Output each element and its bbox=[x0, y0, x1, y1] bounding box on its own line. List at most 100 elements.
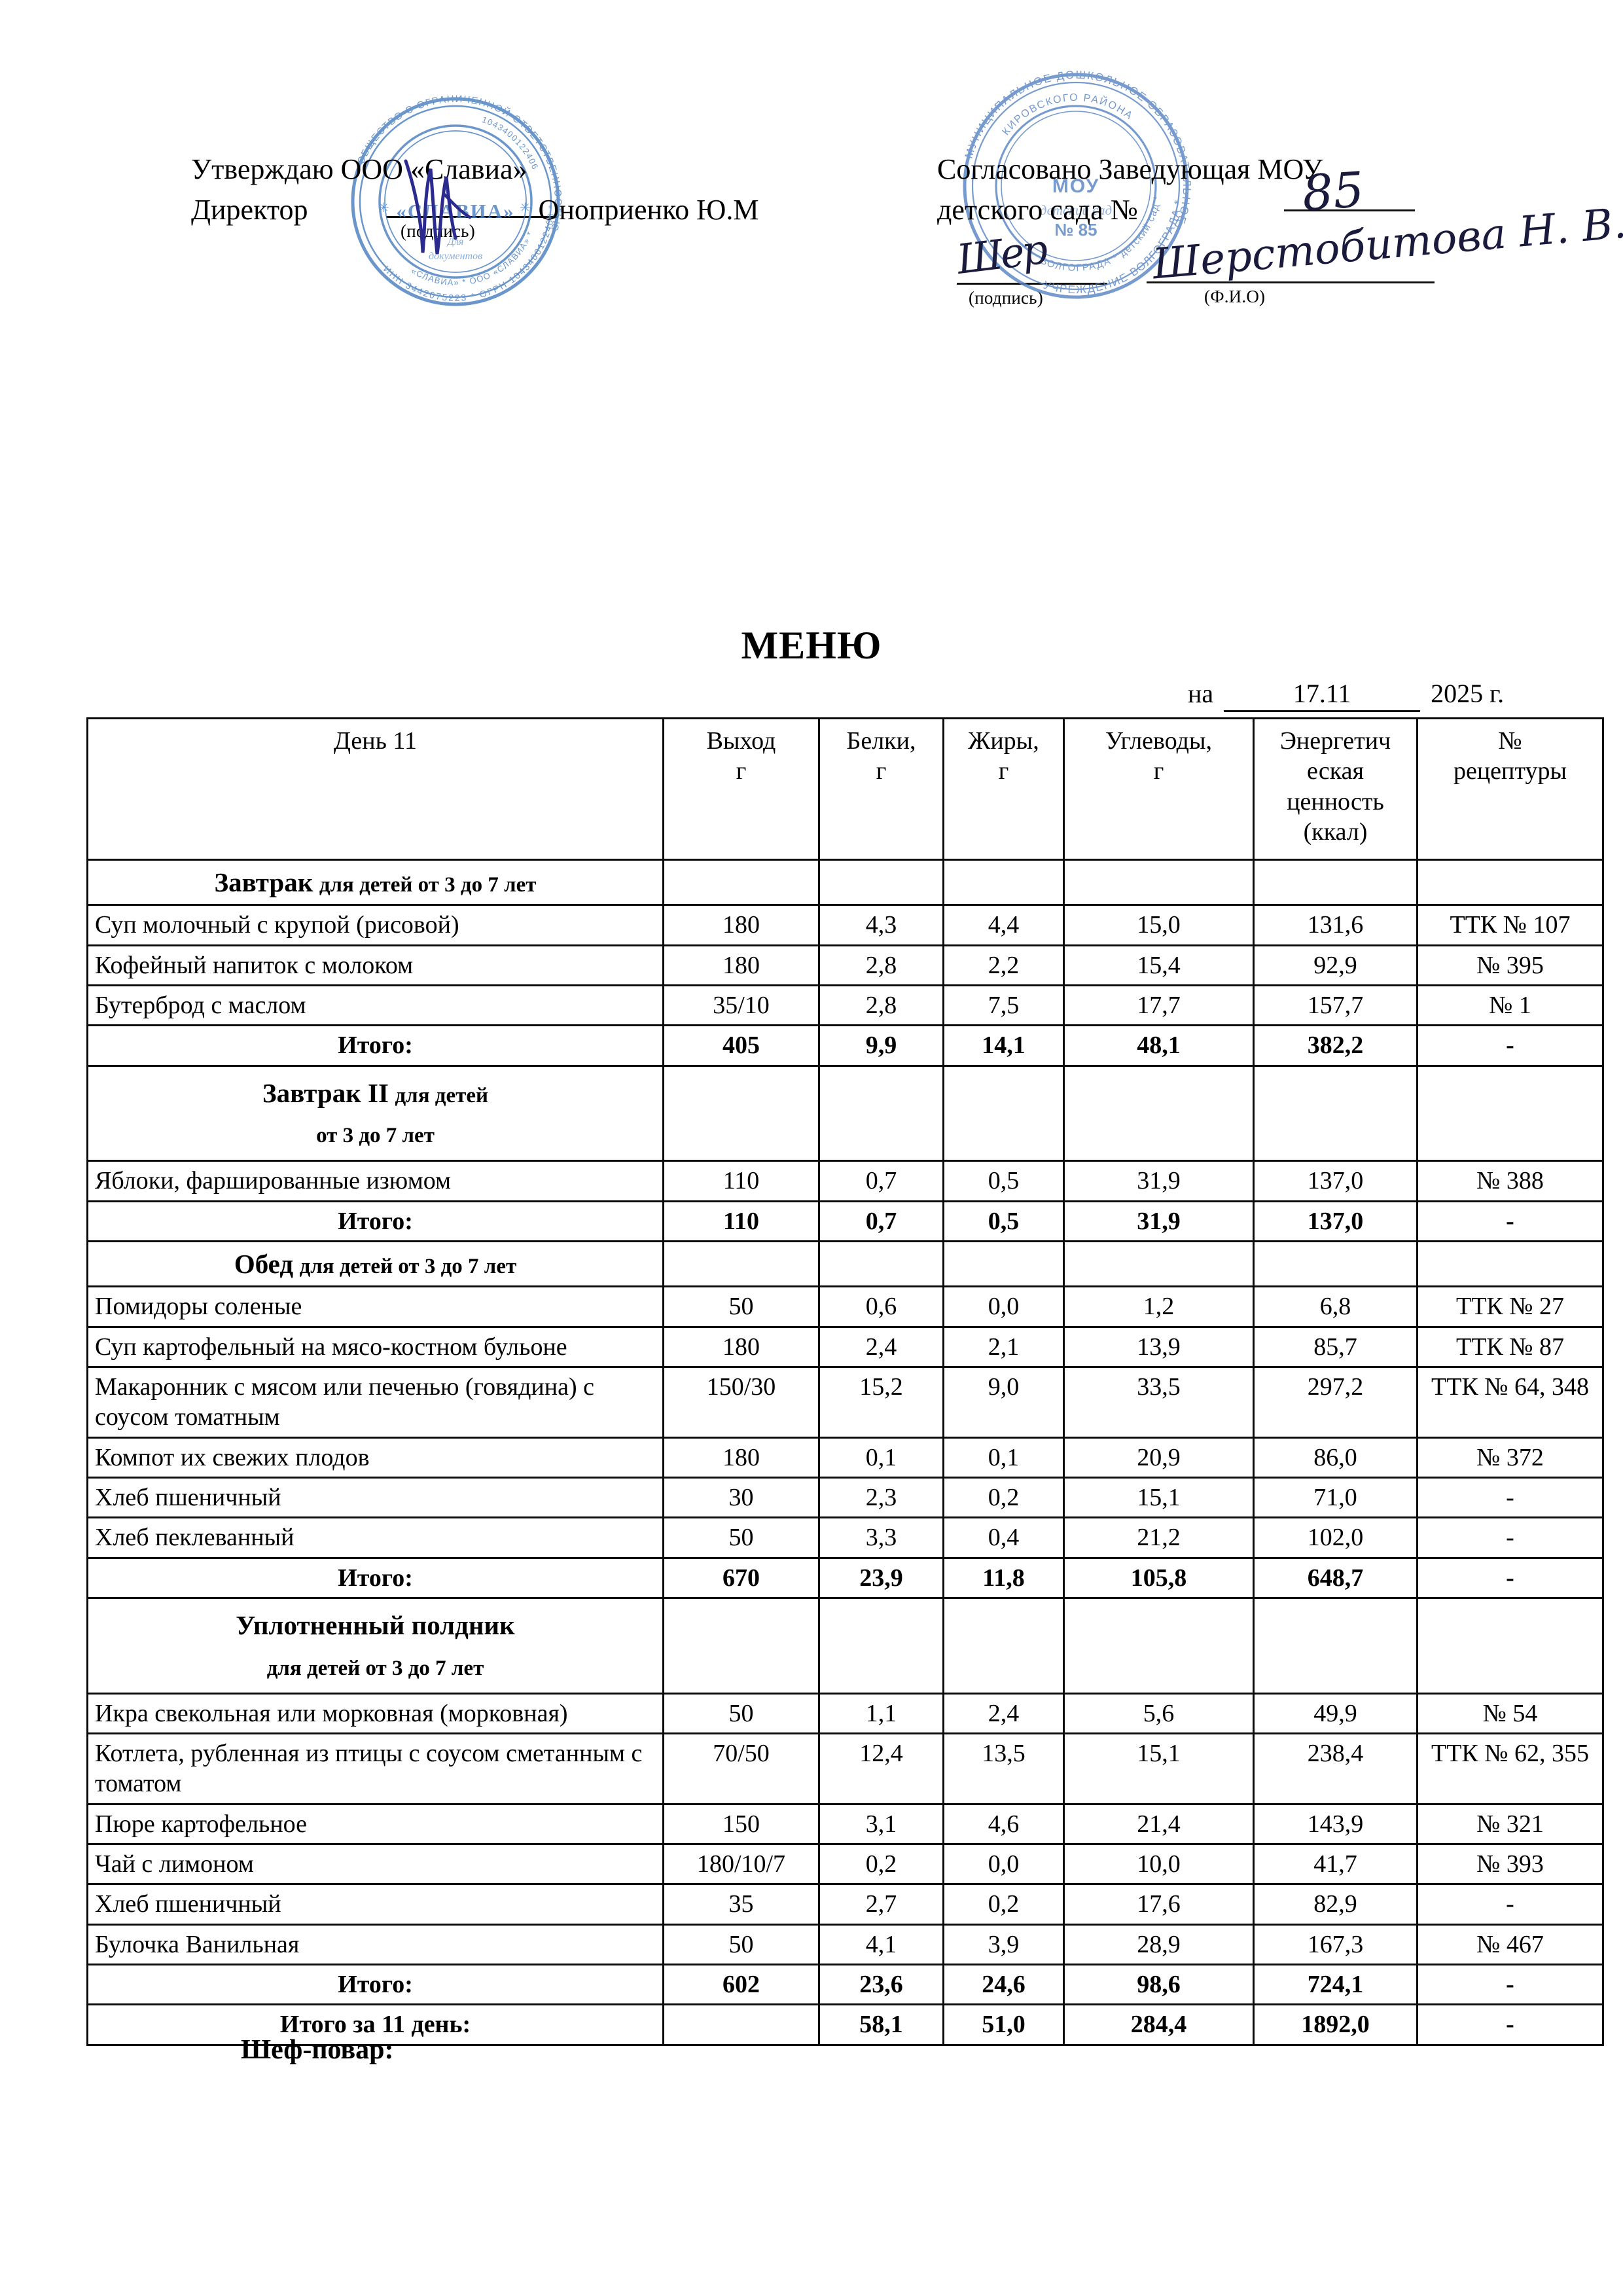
cell-prot: 0,7 bbox=[818, 1200, 944, 1242]
cell-fat: 0,1 bbox=[942, 1436, 1065, 1479]
approval-right-line2: детского сада № bbox=[937, 190, 1323, 230]
cell-prot: 3,1 bbox=[818, 1803, 944, 1845]
cell-carb: 28,9 bbox=[1063, 1923, 1255, 1966]
cell-fat: 0,2 bbox=[942, 1883, 1065, 1926]
cell-prot: 23,9 bbox=[818, 1556, 944, 1600]
cell-rec: - bbox=[1416, 1883, 1604, 1926]
approvals-header: ОБЩЕСТВО С ОГРАНИЧЕННОЙ ОТВЕТСТВЕННОСТЬЮ… bbox=[0, 0, 1623, 419]
cell-out: 180/10/7 bbox=[662, 1842, 820, 1886]
cell-empty bbox=[1063, 858, 1255, 906]
cell-carb: 1,2 bbox=[1063, 1285, 1255, 1328]
menu-table-body: Завтрак для детей от 3 до 7 лет Суп молоч… bbox=[86, 858, 1604, 2046]
meal-name: Завтрак II bbox=[262, 1077, 389, 1108]
meal-section-title: Обед для детей от 3 до 7 лет bbox=[86, 1240, 664, 1288]
cell-empty bbox=[818, 1597, 944, 1695]
col-header-energy-l3: ценность bbox=[1287, 787, 1384, 816]
cell-prot: 2,7 bbox=[818, 1883, 944, 1926]
menu-table-head: День 11 Выход г Белки, г Жиры, г Углевод… bbox=[86, 717, 1604, 861]
cell-kcal: 86,0 bbox=[1253, 1436, 1418, 1479]
kindergarten-stamp: МУНИЦИПАЛЬНОЕ ДОШКОЛЬНОЕ ОБРАЗОВАТЕЛЬНОЕ… bbox=[948, 58, 1204, 314]
cell-dish-name: Макаронник с мясом или печенью (говядина… bbox=[86, 1365, 664, 1439]
cell-rec: № 467 bbox=[1416, 1923, 1604, 1966]
table-row: Бутерброд с маслом 35/10 2,8 7,5 17,7 157,7 № … bbox=[86, 984, 1604, 1027]
meal-section-header: Обед для детей от 3 до 7 лет bbox=[86, 1240, 1604, 1288]
cell-rec: № 1 bbox=[1416, 984, 1604, 1027]
cell-out: 50 bbox=[662, 1285, 820, 1328]
table-row: Чай с лимоном 180/10/7 0,2 0,0 10,0 41,7 № 393 bbox=[86, 1842, 1604, 1886]
svg-text:МОУ: МОУ bbox=[1052, 175, 1099, 197]
table-header-row: День 11 Выход г Белки, г Жиры, г Углевод… bbox=[86, 717, 1604, 861]
cell-carb: 31,9 bbox=[1063, 1200, 1255, 1242]
col-header-fat-l1: Жиры, bbox=[968, 727, 1039, 755]
cell-prot: 0,6 bbox=[818, 1285, 944, 1328]
svg-text:№ 85: № 85 bbox=[1054, 220, 1097, 240]
cell-prot: 2,8 bbox=[818, 984, 944, 1027]
svg-text:Для: Для bbox=[446, 236, 464, 247]
cell-prot: 12,4 bbox=[818, 1732, 944, 1805]
cell-dish-name: Чай с лимоном bbox=[86, 1842, 664, 1886]
cell-rec: - bbox=[1416, 1964, 1604, 2006]
cell-dish-name: Пюре картофельное bbox=[86, 1803, 664, 1845]
cell-empty bbox=[662, 858, 820, 906]
cell-carb: 21,4 bbox=[1063, 1803, 1255, 1845]
cell-carb: 21,2 bbox=[1063, 1516, 1255, 1559]
cell-fat: 51,0 bbox=[942, 2003, 1065, 2046]
cell-dish-name: Кофейный напиток с молоком bbox=[86, 944, 664, 987]
cell-empty bbox=[662, 1240, 820, 1288]
cell-rec: ТТК № 87 bbox=[1416, 1325, 1604, 1368]
cell-out bbox=[662, 2003, 820, 2046]
menu-date-value: 17.11 bbox=[1224, 678, 1421, 712]
table-row: Кофейный напиток с молоком 180 2,8 2,2 15,4 9… bbox=[86, 944, 1604, 987]
cell-kcal: 102,0 bbox=[1253, 1516, 1418, 1559]
cell-empty bbox=[942, 1240, 1065, 1288]
page-title: МЕНЮ bbox=[741, 624, 882, 667]
cell-fat: 2,1 bbox=[942, 1325, 1065, 1368]
cell-dish-name: Бутерброд с маслом bbox=[86, 984, 664, 1027]
cell-empty bbox=[1063, 1597, 1255, 1695]
col-header-recipe: № рецептуры bbox=[1416, 717, 1604, 861]
cell-kcal: 85,7 bbox=[1253, 1325, 1418, 1368]
cell-fat: 2,2 bbox=[942, 944, 1065, 987]
cell-dish-name: Хлеб пшеничный bbox=[86, 1883, 664, 1926]
table-row: Хлеб пшеничный 35 2,7 0,2 17,6 82,9- bbox=[86, 1883, 1604, 1926]
cell-kcal: 1892,0 bbox=[1253, 2003, 1418, 2046]
svg-text:документов: документов bbox=[429, 251, 482, 262]
col-header-protein-l2: г bbox=[876, 757, 887, 785]
col-header-output: Выход г bbox=[662, 717, 820, 861]
col-header-protein-l1: Белки, bbox=[846, 727, 916, 755]
col-header-energy-l4: (ккал) bbox=[1303, 818, 1368, 846]
cell-rec: - bbox=[1416, 2003, 1604, 2046]
cell-dish-name: Помидоры соленые bbox=[86, 1285, 664, 1328]
cell-carb: 98,6 bbox=[1063, 1964, 1255, 2006]
cell-rec: - bbox=[1416, 1200, 1604, 1242]
cell-empty bbox=[1416, 1597, 1604, 1695]
cell-kcal: 167,3 bbox=[1253, 1923, 1418, 1966]
cell-prot: 15,2 bbox=[818, 1365, 944, 1439]
cell-grand-total-label: Итого за 11 день: bbox=[86, 2003, 664, 2046]
approval-left-block: Утверждаю ООО «Славиа» Директор Оноприен… bbox=[191, 149, 759, 231]
cell-carb: 17,6 bbox=[1063, 1883, 1255, 1926]
col-header-output-l2: г bbox=[736, 757, 747, 785]
cell-prot: 2,3 bbox=[818, 1477, 944, 1519]
meal-section-header: Уплотненный полдник для детей от 3 до 7 л… bbox=[86, 1597, 1604, 1695]
cell-empty bbox=[662, 1064, 820, 1162]
cell-out: 50 bbox=[662, 1923, 820, 1966]
meal-section-title: Завтрак II для детей от 3 до 7 лет bbox=[86, 1064, 664, 1162]
cell-fat: 0,5 bbox=[942, 1200, 1065, 1242]
approval-right-block: Согласовано Заведующая МОУ детского сада… bbox=[937, 149, 1323, 231]
col-header-energy: Энергетич еская ценность (ккал) bbox=[1253, 717, 1418, 861]
col-header-day: День 11 bbox=[86, 717, 664, 861]
cell-kcal: 131,6 bbox=[1253, 904, 1418, 946]
cell-prot: 0,1 bbox=[818, 1436, 944, 1479]
svg-text:✳: ✳ bbox=[378, 201, 389, 215]
table-row: Котлета, рубленная из птицы с соусом сме… bbox=[86, 1732, 1604, 1805]
cell-total-label: Итого: bbox=[86, 1964, 664, 2006]
table-row: Яблоки, фаршированные изюмом 110 0,7 0,5 31,… bbox=[86, 1160, 1604, 1202]
cell-kcal: 137,0 bbox=[1253, 1160, 1418, 1202]
cell-kcal: 238,4 bbox=[1253, 1732, 1418, 1805]
approval-left-role-row: Директор Оноприенко Ю.М bbox=[191, 190, 759, 230]
table-row: Компот их свежих плодов 180 0,1 0,1 20,9 86,0… bbox=[86, 1436, 1604, 1479]
cell-fat: 0,2 bbox=[942, 1477, 1065, 1519]
col-header-output-l1: Выход bbox=[706, 727, 776, 755]
cell-kcal: 41,7 bbox=[1253, 1842, 1418, 1886]
